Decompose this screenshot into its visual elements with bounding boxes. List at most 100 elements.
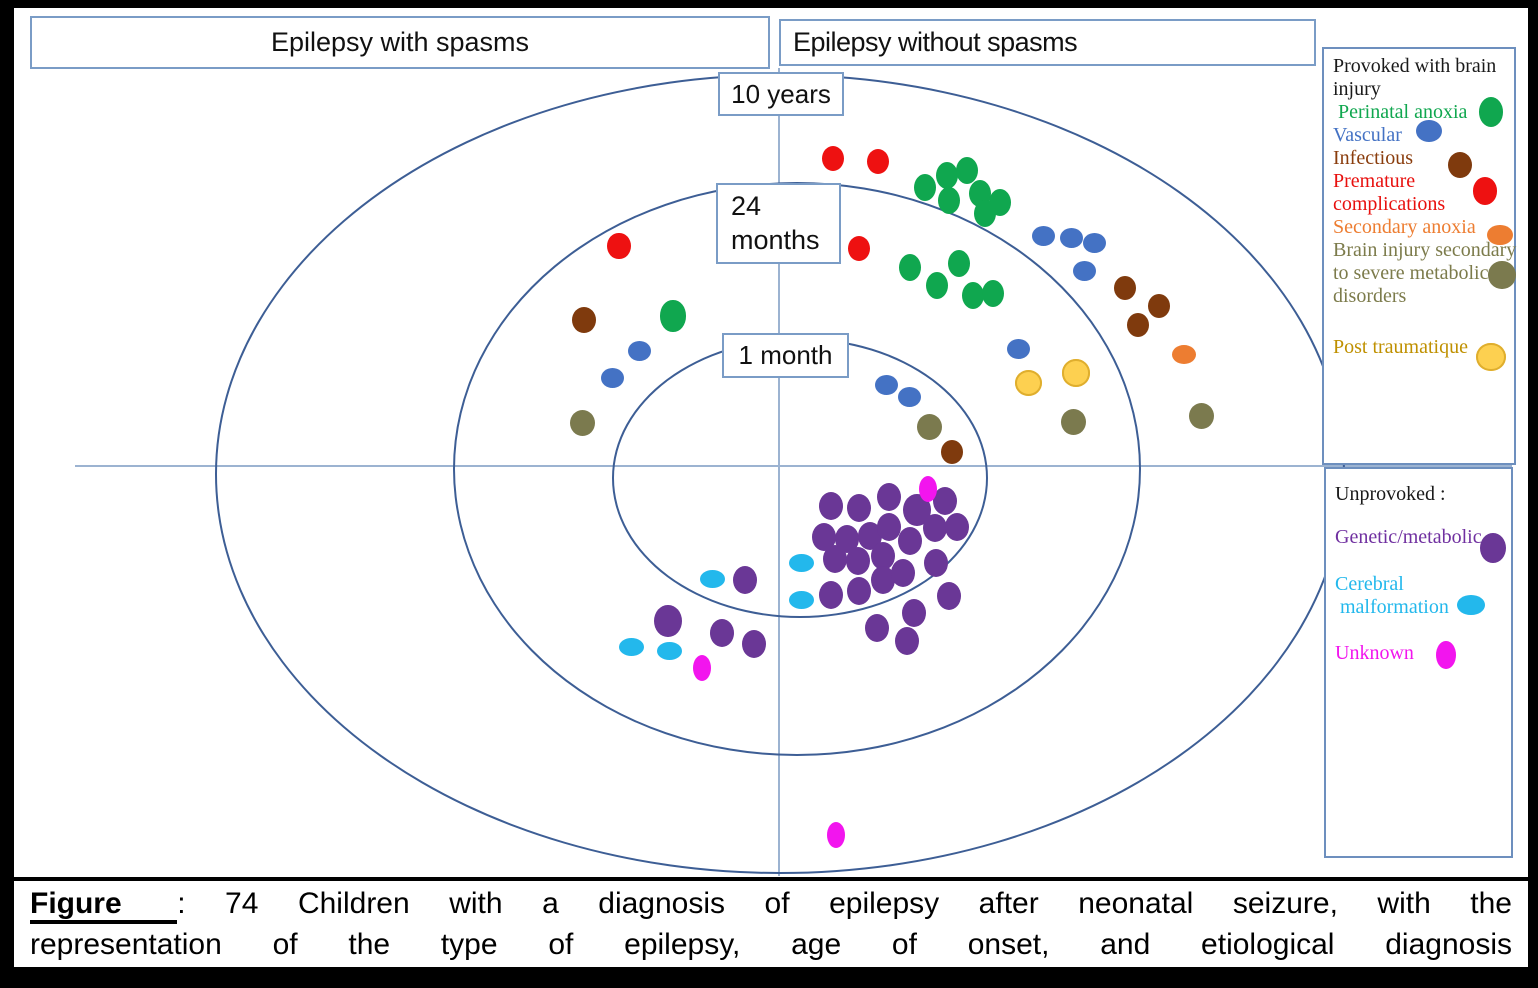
dot-cyan bbox=[788, 554, 814, 572]
legend-dot-orange bbox=[1486, 224, 1514, 246]
dot-purple bbox=[710, 619, 734, 647]
dot-purple bbox=[654, 604, 682, 638]
dot-purple bbox=[898, 527, 922, 555]
legend-dot-magenta bbox=[1436, 640, 1456, 670]
legend-dot-red bbox=[1472, 177, 1498, 205]
legend-text: Post traumatique bbox=[1333, 336, 1468, 358]
legend-dot-yellow bbox=[1476, 342, 1506, 372]
dot-purple bbox=[937, 582, 961, 610]
dot-purple bbox=[733, 566, 757, 594]
dot-olive bbox=[916, 414, 942, 440]
dot-purple bbox=[847, 494, 871, 522]
legend-text: Unknown bbox=[1335, 642, 1414, 664]
dot-cyan bbox=[618, 638, 644, 656]
legend-text: Perinatal anoxia bbox=[1333, 101, 1468, 123]
ring-label-1-month: 1 month bbox=[722, 333, 849, 378]
dot-green bbox=[974, 199, 996, 227]
dot-blue bbox=[600, 368, 624, 388]
dot-blue bbox=[1072, 261, 1096, 281]
dot-magenta bbox=[919, 476, 937, 502]
dot-blue bbox=[874, 375, 898, 395]
legend-provoked: Provoked with brain injury Perinatal anox… bbox=[1322, 47, 1516, 465]
dot-magenta bbox=[693, 655, 711, 681]
legend-text: malformation bbox=[1335, 596, 1449, 618]
dot-purple bbox=[924, 549, 948, 577]
ring-label-10-years: 10 years bbox=[718, 72, 844, 116]
dot-green bbox=[660, 300, 686, 332]
dot-purple bbox=[823, 545, 847, 573]
dot-orange bbox=[1172, 344, 1196, 364]
dot-green bbox=[926, 271, 948, 299]
dot-green bbox=[938, 186, 960, 214]
dot-yellow bbox=[1061, 359, 1091, 387]
legend-unprovoked: Unprovoked : Genetic/metabolic Cerebral ma… bbox=[1324, 467, 1513, 858]
legend-dot-cyan bbox=[1457, 595, 1485, 615]
legend-dot-green bbox=[1478, 97, 1504, 127]
dot-red bbox=[822, 145, 844, 171]
legend-dot-purple bbox=[1479, 532, 1507, 564]
dot-olive bbox=[569, 410, 595, 436]
legend-text: Premature bbox=[1333, 170, 1416, 192]
dot-red bbox=[867, 148, 889, 174]
dot-purple bbox=[871, 542, 895, 570]
dot-green bbox=[936, 161, 958, 189]
dot-cyan bbox=[699, 570, 725, 588]
legend-text: Unprovoked : bbox=[1335, 483, 1446, 505]
dot-brown bbox=[1127, 313, 1149, 337]
legend-text: injury bbox=[1333, 78, 1381, 100]
caption-line1-text: : 74 Children with a diagnosis of epilep… bbox=[177, 887, 1512, 920]
dot-brown bbox=[941, 440, 963, 464]
dot-magenta bbox=[827, 822, 845, 848]
dot-brown bbox=[1114, 276, 1136, 300]
dot-green bbox=[914, 173, 936, 201]
header-epilepsy-without-spasms: Epilepsy without spasms bbox=[779, 19, 1316, 66]
ring-label-24-line2: months bbox=[731, 225, 820, 255]
ring-label-24-line1: 24 bbox=[731, 191, 762, 221]
legend-text: Vascular bbox=[1333, 124, 1402, 146]
figure-caption: Figure : 74 Children with a diagnosis of… bbox=[14, 877, 1528, 967]
dot-olive bbox=[1188, 403, 1214, 429]
dot-purple bbox=[846, 547, 870, 575]
dot-blue bbox=[897, 387, 921, 407]
dot-red bbox=[607, 232, 631, 260]
dot-purple bbox=[877, 513, 901, 541]
legend-text: complications bbox=[1333, 193, 1446, 215]
dot-red bbox=[848, 235, 870, 261]
dot-cyan bbox=[656, 642, 682, 660]
dot-olive bbox=[1060, 409, 1086, 435]
legend-text: Infectious bbox=[1333, 147, 1413, 169]
legend-text: Brain injury secondary bbox=[1333, 239, 1517, 261]
dot-green bbox=[948, 249, 970, 277]
legend-text: Genetic/metabolic bbox=[1335, 526, 1482, 548]
dot-purple bbox=[895, 627, 919, 655]
dot-purple bbox=[847, 577, 871, 605]
dot-cyan bbox=[788, 591, 814, 609]
dot-purple bbox=[742, 630, 766, 658]
header-right-label: Epilepsy without spasms bbox=[793, 27, 1078, 57]
dot-purple bbox=[891, 559, 915, 587]
dot-blue bbox=[1006, 339, 1030, 359]
header-epilepsy-with-spasms: Epilepsy with spasms bbox=[30, 16, 770, 69]
dot-purple bbox=[865, 614, 889, 642]
legend-text: Secondary anoxia bbox=[1333, 216, 1476, 238]
dot-blue bbox=[1082, 233, 1106, 253]
caption-figure-word: Figure bbox=[30, 887, 178, 924]
ring-label-10-years-text: 10 years bbox=[731, 78, 831, 109]
dot-purple bbox=[819, 581, 843, 609]
dot-brown bbox=[1148, 294, 1170, 318]
dot-green bbox=[956, 156, 978, 184]
dot-purple bbox=[945, 513, 969, 541]
dot-purple bbox=[902, 599, 926, 627]
dot-blue bbox=[627, 341, 651, 361]
legend-text: disorders bbox=[1333, 285, 1407, 307]
legend-dot-blue bbox=[1416, 120, 1442, 142]
dot-blue bbox=[1059, 228, 1083, 248]
legend-text: to severe metabolic bbox=[1333, 262, 1489, 284]
ring-label-24-months: 24 months bbox=[716, 183, 841, 264]
dot-purple bbox=[877, 483, 901, 511]
dot-green bbox=[962, 281, 984, 309]
ring-label-1-month-text: 1 month bbox=[738, 340, 833, 370]
dot-yellow bbox=[1014, 370, 1042, 396]
caption-line-1: Figure : 74 Children with a diagnosis of… bbox=[30, 883, 1512, 924]
